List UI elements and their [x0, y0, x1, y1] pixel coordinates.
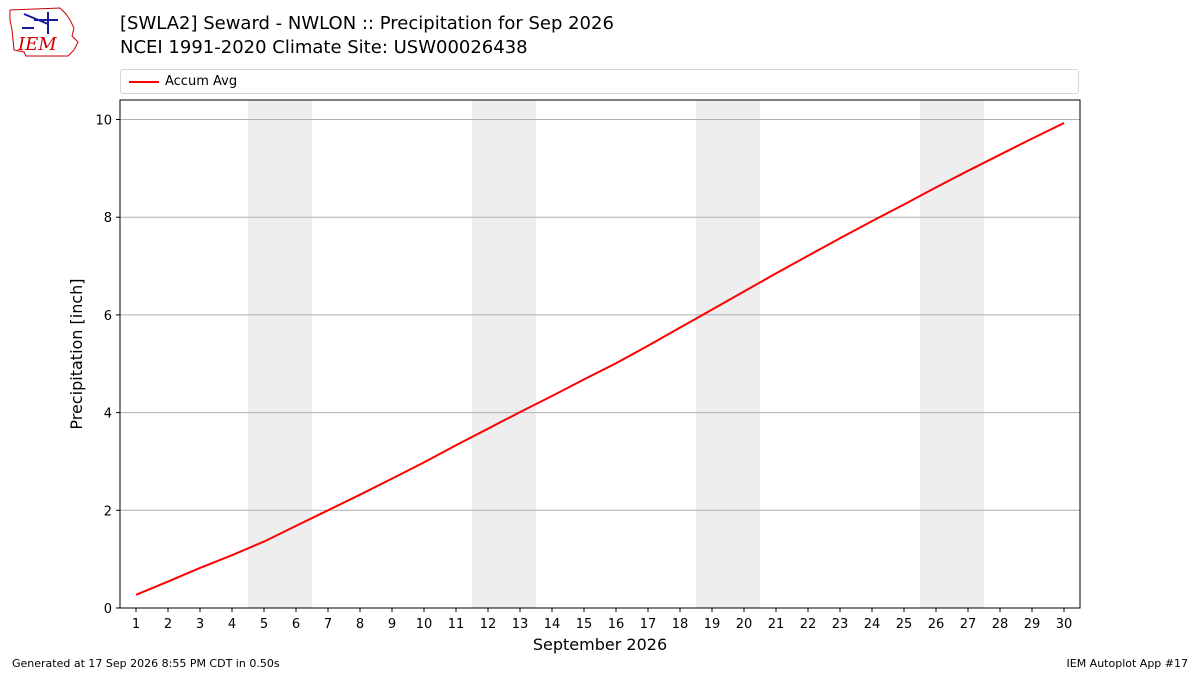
- weekend-band-2: [696, 100, 760, 608]
- x-tick-label: 20: [736, 617, 753, 632]
- x-tick-label: 7: [324, 617, 332, 632]
- series-line-accum-avg: [135, 122, 1065, 596]
- footer-app: IEM Autoplot App #17: [1066, 657, 1189, 670]
- x-axis-label: September 2026: [533, 635, 667, 654]
- x-tick-label: 1: [132, 617, 140, 632]
- x-tick-label: 17: [640, 617, 657, 632]
- x-tick-label: 18: [672, 617, 689, 632]
- x-tick-label: 3: [196, 617, 204, 632]
- legend-swatch-accum-avg: [129, 81, 159, 83]
- x-tick-label: 23: [832, 617, 849, 632]
- x-tick-label: 10: [416, 617, 433, 632]
- x-tick-label: 26: [928, 617, 945, 632]
- x-tick-label: 21: [768, 617, 785, 632]
- x-tick-label: 13: [512, 617, 529, 632]
- x-tick-label: 6: [292, 617, 300, 632]
- x-tick-label: 11: [448, 617, 465, 632]
- y-axis-label: Precipitation [inch]: [67, 278, 86, 429]
- chart-subtitle: NCEI 1991-2020 Climate Site: USW00026438: [120, 37, 528, 58]
- x-tick-label: 4: [228, 617, 236, 632]
- x-tick-label: 12: [480, 617, 497, 632]
- plot-frame: [119, 99, 1081, 609]
- x-tick-label: 24: [864, 617, 881, 632]
- x-tick-label: 19: [704, 617, 721, 632]
- logo-text: IEM: [17, 34, 57, 55]
- y-tick-label: 10: [95, 114, 112, 129]
- x-tick-label: 28: [992, 617, 1009, 632]
- x-tick-label: 5: [260, 617, 268, 632]
- y-tick-label: 6: [104, 309, 112, 324]
- y-tick-label: 4: [104, 407, 112, 422]
- x-tick-label: 9: [388, 617, 396, 632]
- y-tick-label: 8: [104, 211, 112, 226]
- x-tick-label: 30: [1056, 617, 1073, 632]
- x-tick-label: 22: [800, 617, 817, 632]
- legend: Accum Avg: [120, 69, 1079, 94]
- weekend-band-3: [920, 100, 984, 608]
- y-tick-label: 0: [104, 602, 112, 617]
- x-tick-label: 27: [960, 617, 977, 632]
- x-tick-label: 14: [544, 617, 561, 632]
- y-tick-label: 2: [104, 504, 112, 519]
- x-tick-label: 15: [576, 617, 593, 632]
- iowa-outline: [9, 7, 79, 57]
- iem-logo: IEM: [9, 7, 79, 57]
- x-tick-label: 25: [896, 617, 913, 632]
- weekend-band-1: [472, 100, 536, 608]
- x-tick-label: 29: [1024, 617, 1041, 632]
- chart-title: [SWLA2] Seward - NWLON :: Precipitation …: [120, 13, 614, 34]
- x-tick-label: 8: [356, 617, 364, 632]
- x-tick-label: 16: [608, 617, 625, 632]
- x-tick-label: 2: [164, 617, 172, 632]
- footer-generated: Generated at 17 Sep 2026 8:55 PM CDT in …: [12, 657, 280, 670]
- legend-label-accum-avg: Accum Avg: [165, 74, 238, 89]
- weekend-band-0: [248, 100, 312, 608]
